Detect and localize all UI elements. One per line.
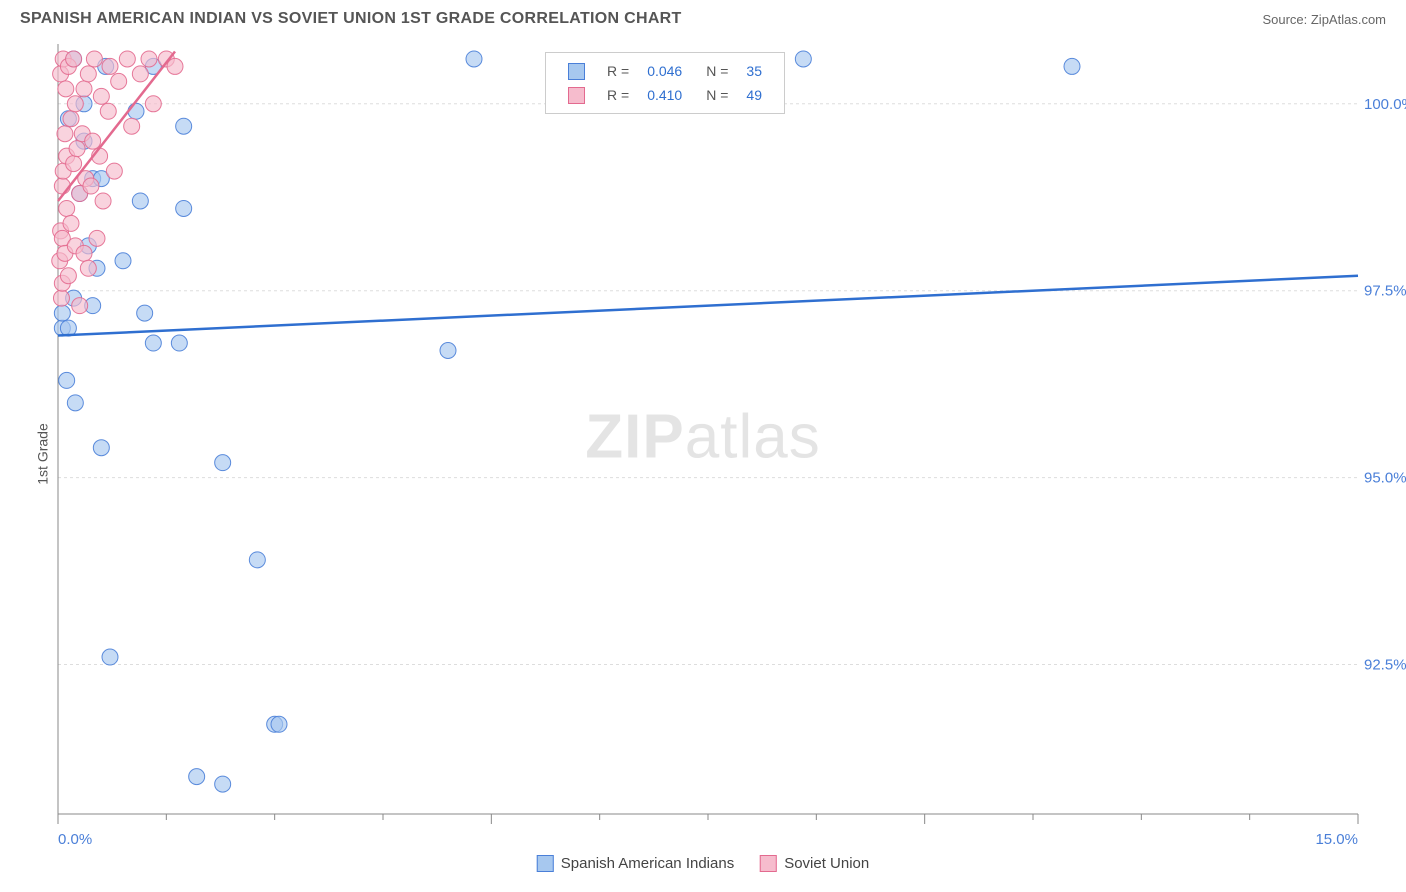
scatter-point bbox=[67, 395, 83, 411]
scatter-point bbox=[93, 88, 109, 104]
y-tick-label: 97.5% bbox=[1364, 283, 1406, 300]
scatter-point bbox=[59, 200, 75, 216]
scatter-point bbox=[189, 769, 205, 785]
scatter-point bbox=[66, 51, 82, 67]
scatter-point bbox=[83, 178, 99, 194]
scatter-point bbox=[271, 716, 287, 732]
y-tick-label: 92.5% bbox=[1364, 656, 1406, 673]
scatter-point bbox=[132, 66, 148, 82]
n-value: 49 bbox=[738, 84, 770, 106]
r-label: R = bbox=[599, 84, 637, 106]
stats-legend-row: R =0.410N =49 bbox=[560, 84, 770, 106]
chart-svg: 92.5% 95.0% 97.5% 100.0% 0.0% 15.0% bbox=[0, 34, 1406, 874]
scatter-point bbox=[795, 51, 811, 67]
scatter-point bbox=[66, 156, 82, 172]
chart-source: Source: ZipAtlas.com bbox=[1262, 12, 1386, 27]
scatter-point bbox=[54, 305, 70, 321]
legend-swatch bbox=[568, 63, 585, 80]
scatter-point bbox=[80, 66, 96, 82]
r-value: 0.410 bbox=[639, 84, 690, 106]
scatter-point bbox=[466, 51, 482, 67]
scatter-point bbox=[132, 193, 148, 209]
scatter-point bbox=[124, 118, 140, 134]
scatter-point bbox=[111, 73, 127, 89]
scatter-point bbox=[145, 96, 161, 112]
scatter-point bbox=[141, 51, 157, 67]
r-label: R = bbox=[599, 60, 637, 82]
legend-item: Spanish American Indians bbox=[537, 855, 734, 872]
x-tick-label: 15.0% bbox=[1315, 831, 1358, 848]
scatter-point bbox=[249, 552, 265, 568]
scatter-point bbox=[100, 103, 116, 119]
scatter-point bbox=[76, 245, 92, 261]
scatter-point bbox=[171, 335, 187, 351]
stats-legend: R =0.046N =35R =0.410N =49 bbox=[545, 52, 785, 114]
scatter-point bbox=[115, 253, 131, 269]
n-value: 35 bbox=[738, 60, 770, 82]
legend-label: Soviet Union bbox=[784, 855, 869, 872]
scatter-point bbox=[128, 103, 144, 119]
scatter-point bbox=[137, 305, 153, 321]
scatter-point bbox=[215, 455, 231, 471]
scatter-point bbox=[53, 290, 69, 306]
scatter-point bbox=[93, 440, 109, 456]
scatter-point bbox=[57, 126, 73, 142]
scatter-point bbox=[1064, 58, 1080, 74]
scatter-point bbox=[86, 51, 102, 67]
chart-header: SPANISH AMERICAN INDIAN VS SOVIET UNION … bbox=[0, 0, 1406, 34]
n-label: N = bbox=[692, 84, 736, 106]
trend-line bbox=[58, 276, 1358, 336]
r-value: 0.046 bbox=[639, 60, 690, 82]
scatter-point bbox=[102, 58, 118, 74]
stats-legend-row: R =0.046N =35 bbox=[560, 60, 770, 82]
scatter-point bbox=[63, 215, 79, 231]
scatter-point bbox=[102, 649, 118, 665]
x-tick-label: 0.0% bbox=[58, 831, 92, 848]
scatter-point bbox=[176, 200, 192, 216]
scatter-point bbox=[58, 81, 74, 97]
scatter-point bbox=[89, 230, 105, 246]
scatter-point bbox=[215, 776, 231, 792]
scatter-point bbox=[167, 58, 183, 74]
legend-label: Spanish American Indians bbox=[561, 855, 734, 872]
chart-title: SPANISH AMERICAN INDIAN VS SOVIET UNION … bbox=[20, 10, 682, 28]
legend-swatch bbox=[537, 855, 554, 872]
chart-container: 1st Grade ZIPatlas 92.5%95.0%97.5%100.0%… bbox=[0, 34, 1406, 874]
legend-item: Soviet Union bbox=[760, 855, 869, 872]
scatter-point bbox=[95, 193, 111, 209]
y-tick-label: 100.0% bbox=[1364, 96, 1406, 113]
scatter-point bbox=[106, 163, 122, 179]
scatter-point bbox=[176, 118, 192, 134]
scatter-point bbox=[59, 372, 75, 388]
y-tick-label: 95.0% bbox=[1364, 470, 1406, 487]
scatter-point bbox=[440, 343, 456, 359]
series-legend: Spanish American Indians Soviet Union bbox=[537, 855, 870, 872]
scatter-point bbox=[145, 335, 161, 351]
scatter-point bbox=[63, 111, 79, 127]
n-label: N = bbox=[692, 60, 736, 82]
scatter-point bbox=[69, 141, 85, 157]
scatter-point bbox=[72, 298, 88, 314]
scatter-point bbox=[60, 268, 76, 284]
scatter-point bbox=[67, 96, 83, 112]
scatter-point bbox=[54, 178, 70, 194]
scatter-point bbox=[85, 133, 101, 149]
scatter-point bbox=[119, 51, 135, 67]
scatter-point bbox=[80, 260, 96, 276]
legend-swatch bbox=[760, 855, 777, 872]
scatter-point bbox=[76, 81, 92, 97]
legend-swatch bbox=[568, 87, 585, 104]
